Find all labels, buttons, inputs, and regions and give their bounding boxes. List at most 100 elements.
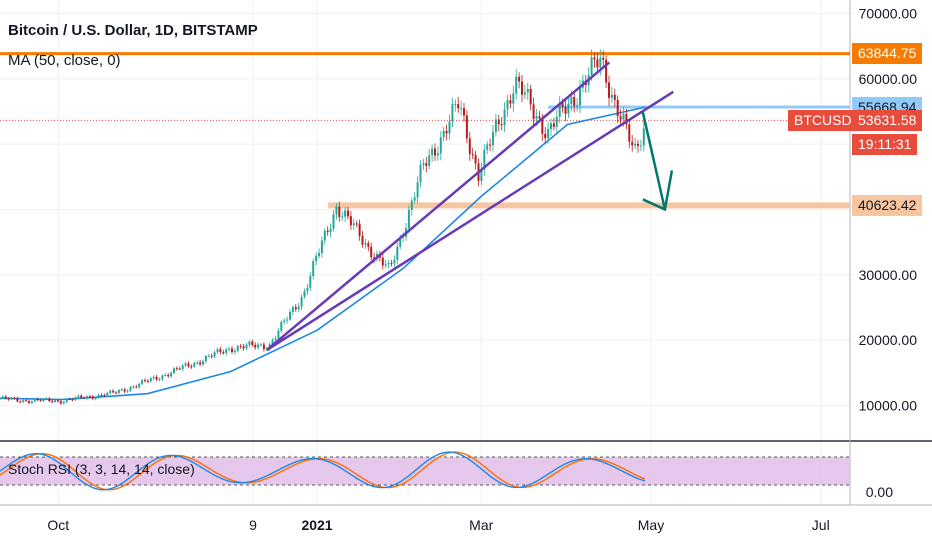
candle-body (280, 321, 283, 331)
candle-body (231, 348, 233, 353)
stoch-band (0, 457, 850, 485)
candle-body (320, 240, 323, 253)
candle-body (318, 252, 320, 257)
time-axis-label: 9 (249, 517, 257, 533)
candle-body (48, 398, 51, 402)
candle-body (413, 197, 416, 201)
candle-body (94, 397, 97, 399)
candle-body (387, 263, 390, 265)
candle-body (45, 398, 48, 400)
candle-body (355, 223, 358, 225)
candle-body (448, 121, 451, 134)
candle-body (512, 93, 515, 104)
candle-body (112, 390, 115, 393)
candle-body (494, 119, 497, 132)
candle-body (39, 400, 42, 402)
candle-body (422, 163, 425, 165)
candle-body (274, 338, 277, 341)
candle-body (483, 149, 486, 170)
candle-body (300, 296, 303, 307)
candle-body (13, 397, 16, 399)
candle-body (213, 352, 216, 357)
candle-body (30, 401, 33, 403)
candle-body (532, 104, 535, 119)
candle-body (555, 116, 558, 127)
candle-body (576, 105, 579, 107)
candle-body (326, 230, 329, 233)
candle-body (173, 368, 175, 373)
ma-indicator-label[interactable]: MA (50, close, 0) (8, 52, 121, 69)
candle-body (251, 341, 254, 345)
candle-body (445, 130, 448, 134)
candle-body (410, 200, 413, 211)
candle-body (141, 380, 144, 384)
candle-body (361, 235, 364, 245)
candle-body (434, 148, 436, 156)
candle-body (161, 375, 164, 380)
candle-body (521, 81, 523, 95)
candle-body (416, 182, 419, 198)
candle-body (135, 386, 138, 388)
candle-body (529, 88, 532, 105)
candle-body (204, 356, 207, 362)
candle-body (541, 118, 544, 134)
candle-body (610, 94, 613, 98)
candle-body (19, 401, 22, 403)
time-axis-label: 2021 (301, 517, 332, 533)
candle-body (149, 378, 152, 382)
candle-body (544, 133, 547, 139)
candle-body (564, 106, 567, 114)
stoch-rsi-label[interactable]: Stoch RSI (3, 3, 14, 14, close) (8, 461, 195, 477)
candle-body (442, 130, 445, 138)
candle-body (164, 374, 167, 376)
candle-body (352, 223, 355, 226)
candle-body (109, 390, 112, 394)
candle-body (547, 128, 550, 139)
candle-body (286, 319, 289, 321)
candle-body (97, 394, 100, 398)
candle-body (506, 100, 509, 110)
candle-body (558, 102, 561, 117)
candle-body (399, 237, 402, 247)
candle-body (315, 256, 318, 262)
ma-50-line (0, 106, 646, 401)
time-axis-label: Oct (47, 517, 69, 533)
candle-body (28, 401, 30, 403)
candle-body (4, 396, 7, 399)
candle-body (419, 164, 422, 183)
candle-body (100, 394, 103, 396)
candle-body (59, 401, 62, 404)
candle-body (492, 131, 494, 146)
candle-body (402, 236, 405, 238)
candle-body (289, 311, 291, 320)
candle-body (77, 395, 80, 398)
symbol-price-tag: BTCUSD (788, 109, 858, 131)
candle-body (178, 368, 181, 370)
candle-body (370, 246, 373, 258)
candle-body (535, 116, 538, 119)
candle-body (518, 76, 521, 82)
candle-body (297, 306, 300, 310)
time-axis-label: Mar (469, 517, 493, 533)
candle-body (65, 399, 68, 402)
candle-body (465, 115, 468, 139)
candle-body (115, 392, 117, 394)
candle-body (129, 387, 132, 391)
candle-body (146, 380, 149, 382)
candle-body (550, 123, 552, 129)
candle-body (358, 223, 361, 236)
candle-body (222, 352, 225, 354)
candle-body (613, 94, 616, 100)
candle-body (80, 395, 83, 398)
support-price-tag: 40623.42 (852, 194, 923, 216)
candle-body (7, 398, 10, 400)
price-axis-label: 10000.00 (859, 398, 918, 414)
candle-body (196, 362, 199, 364)
candle-body (497, 119, 500, 125)
candle-body (175, 368, 178, 370)
price-axis-label: 30000.00 (859, 267, 918, 283)
candle-body (16, 398, 19, 402)
candle-body (306, 287, 309, 292)
